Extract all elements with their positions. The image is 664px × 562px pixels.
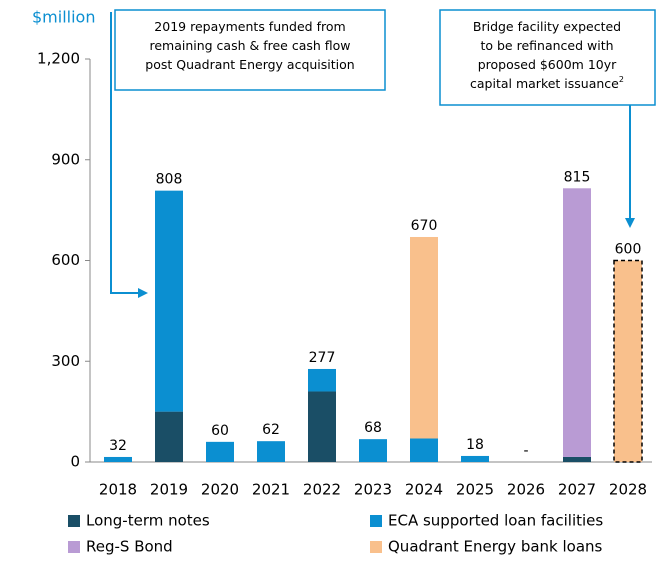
total-label: 808 (156, 172, 183, 188)
y-tick-label: 1,200 (37, 50, 80, 68)
bar-segment (410, 236, 438, 439)
total-label: 670 (411, 218, 438, 234)
bar-segment (563, 456, 591, 462)
total-label: 68 (364, 420, 382, 436)
bar-segment (308, 391, 336, 462)
annotation-text: post Quadrant Energy acquisition (145, 57, 354, 72)
annotation-box (439, 9, 656, 106)
annotation-arrow (110, 12, 148, 298)
annotation-text: Bridge facility expected (473, 19, 621, 34)
annotation-line: 2019 repayments funded from (154, 19, 345, 34)
y-tick-label: 300 (51, 352, 80, 370)
bar-segment (308, 368, 336, 392)
total-label: 815 (564, 169, 591, 185)
annotation-line: capital market issuance (470, 76, 619, 91)
annotation-line: post Quadrant Energy acquisition (145, 57, 354, 72)
x-tick-label: 2023 (354, 481, 392, 499)
annotation-text: remaining cash & free cash flow (149, 38, 350, 53)
annotation-line: to be refinanced with (480, 38, 613, 53)
x-tick-label: 2018 (99, 481, 137, 499)
bar-segment (359, 439, 387, 462)
annotation-box (114, 9, 386, 91)
annotation-text: to be refinanced with (480, 38, 613, 53)
y-axis-label: $million (32, 8, 95, 27)
x-tick-label: 2027 (558, 481, 596, 499)
legend-label: Quadrant Energy bank loans (388, 538, 603, 556)
total-label: - (523, 443, 528, 459)
bar-segment (461, 455, 489, 462)
x-tick-label: 2022 (303, 481, 341, 499)
total-label: 62 (262, 422, 280, 438)
legend-label: Reg-S Bond (86, 538, 173, 556)
x-tick-label: 2028 (609, 481, 647, 499)
bar-segment (613, 259, 643, 463)
bar-segment (104, 456, 132, 462)
y-tick-label: 900 (51, 150, 80, 168)
total-label: 60 (211, 423, 229, 439)
bar-segment (410, 438, 438, 462)
annotation-line: remaining cash & free cash flow (149, 38, 350, 53)
bar-segment (155, 190, 183, 412)
legend-swatch (370, 541, 382, 553)
annotation-text: capital market issuance2 (470, 75, 624, 91)
bar-segment (155, 411, 183, 462)
total-label: 18 (466, 437, 484, 453)
y-tick-label: 0 (70, 453, 80, 471)
legend-swatch (68, 515, 80, 527)
x-tick-label: 2024 (405, 481, 443, 499)
total-label: 32 (109, 438, 127, 454)
bar-segment (257, 441, 285, 462)
annotation-text: proposed $600m 10yr (478, 57, 617, 72)
total-label: 277 (309, 350, 336, 366)
x-tick-label: 2019 (150, 481, 188, 499)
legend-swatch (370, 515, 382, 527)
annotation-line: Bridge facility expected (473, 19, 621, 34)
bar-segment (206, 441, 234, 462)
y-tick-label: 600 (51, 251, 80, 269)
bar-segment (563, 188, 591, 457)
x-tick-label: 2021 (252, 481, 290, 499)
x-tick-label: 2020 (201, 481, 239, 499)
legend-swatch (68, 541, 80, 553)
x-tick-label: 2025 (456, 481, 494, 499)
footnote-mark: 2 (619, 75, 624, 84)
annotation-text: 2019 repayments funded from (154, 19, 345, 34)
total-label: 600 (615, 242, 642, 258)
x-tick-label: 2026 (507, 481, 545, 499)
legend-label: Long-term notes (86, 512, 210, 530)
annotation-line: proposed $600m 10yr (478, 57, 617, 72)
legend-label: ECA supported loan facilities (388, 512, 603, 530)
